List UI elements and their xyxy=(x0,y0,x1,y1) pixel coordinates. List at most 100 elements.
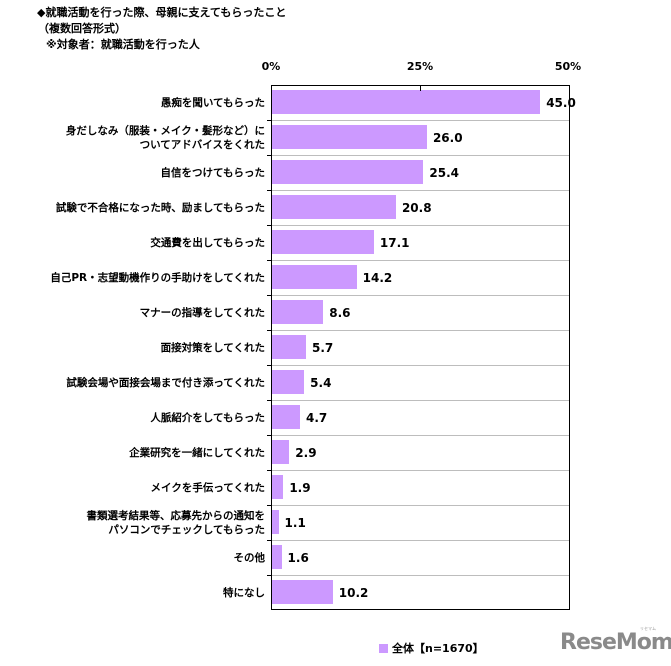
category-label: メイクを手伝ってくれた xyxy=(151,470,265,505)
category-label-line-1: 人脈紹介をしてもらった xyxy=(150,411,265,424)
legend: 全体【n=1670】 xyxy=(379,640,484,656)
bar-row: 企業研究を一緒にしてくれた 2.9 xyxy=(0,435,671,470)
category-label-line-1: メイクを手伝ってくれた xyxy=(150,481,265,494)
category-label: 愚痴を聞いてもらった xyxy=(161,85,265,120)
value-label: 10.2 xyxy=(338,585,369,600)
y-tick xyxy=(267,400,271,401)
value-label: 1.9 xyxy=(289,480,311,495)
bar-row: 自信をつけてもらった 25.4 xyxy=(0,155,671,190)
category-label: 面接対策をしてくれた xyxy=(161,330,265,365)
bar-row: 試験会場や面接会場まで付き添ってくれた 5.4 xyxy=(0,365,671,400)
bar xyxy=(272,230,374,254)
category-label: 書類選考結果等、応募先からの通知を パソコンでチェックしてもらった xyxy=(87,505,266,540)
category-label-text: マナーの指導をしてくれた xyxy=(140,306,265,320)
y-tick xyxy=(267,540,271,541)
category-label-text: その他 xyxy=(234,551,266,565)
gridline xyxy=(272,365,569,366)
category-label-text: 企業研究を一緒にしてくれた xyxy=(129,446,265,460)
category-label: その他 xyxy=(234,540,266,575)
x-tick-25 xyxy=(420,85,421,91)
x-tick-label-25: 25% xyxy=(406,60,434,73)
category-label-line-1: 愚痴を聞いてもらった xyxy=(160,96,265,109)
category-label: 試験会場や面接会場まで付き添ってくれた xyxy=(66,365,265,400)
y-tick xyxy=(267,505,271,506)
category-label-text: 人脈紹介をしてもらった xyxy=(150,411,265,425)
bar-row: 面接対策をしてくれた 5.7 xyxy=(0,330,671,365)
value-label: 26.0 xyxy=(432,130,463,145)
gridline xyxy=(272,295,569,296)
y-tick xyxy=(267,330,271,331)
y-tick xyxy=(267,190,271,191)
bar-row: メイクを手伝ってくれた 1.9 xyxy=(0,470,671,505)
value-label: 1.1 xyxy=(284,515,306,530)
category-label: 交通費を出してもらった xyxy=(150,225,265,260)
bar-row: マナーの指導をしてくれた 8.6 xyxy=(0,295,671,330)
gridline xyxy=(272,540,569,541)
gridline xyxy=(272,155,569,156)
category-label-line-1: 企業研究を一緒にしてくれた xyxy=(129,446,265,459)
category-label-text: 自信をつけてもらった xyxy=(161,166,265,180)
category-label-text: 面接対策をしてくれた xyxy=(161,341,265,355)
value-label: 20.8 xyxy=(401,200,432,215)
category-label: 特になし xyxy=(223,575,265,610)
category-label-line-2: ついてアドバイスをくれた xyxy=(139,138,265,151)
resemom-logo-kana: リセマム xyxy=(640,626,656,631)
category-label-line-1: 特になし xyxy=(223,586,265,599)
bar xyxy=(272,300,324,324)
category-label-line-1: 試験会場や面接会場まで付き添ってくれた xyxy=(66,376,265,389)
legend-swatch xyxy=(379,643,388,653)
bar xyxy=(272,440,290,464)
y-tick xyxy=(267,120,271,121)
title-line-2: （複数回答形式） xyxy=(38,22,126,35)
bar-row: 書類選考結果等、応募先からの通知を パソコンでチェックしてもらった 1.1 xyxy=(0,505,671,540)
category-label: 自信をつけてもらった xyxy=(161,155,265,190)
title-line-3: ※対象者：就職活動を行った人 xyxy=(46,38,200,51)
gridline xyxy=(272,260,569,261)
category-label-line-1: 試験で不合格になった時、励ましてもらった xyxy=(55,201,265,214)
category-label: 身だしなみ（服装・メイク・髪形など）に ついてアドバイスをくれた xyxy=(66,120,265,155)
category-label-line-1: 自己PR・志望動機作りの手助けをしてくれた xyxy=(50,271,265,284)
category-label-line-1: 自信をつけてもらった xyxy=(160,166,265,179)
gridline xyxy=(272,400,569,401)
category-label-text: 書類選考結果等、応募先からの通知を パソコンでチェックしてもらった xyxy=(87,509,266,537)
category-label-text: 身だしなみ（服装・メイク・髪形など）に ついてアドバイスをくれた xyxy=(66,124,265,152)
value-label: 14.2 xyxy=(362,270,393,285)
y-tick xyxy=(267,295,271,296)
category-label-line-1: マナーの指導をしてくれた xyxy=(139,306,265,319)
bar-row: 身だしなみ（服装・メイク・髪形など）に ついてアドバイスをくれた 26.0 xyxy=(0,120,671,155)
bar xyxy=(272,370,305,394)
category-label-line-2: パソコンでチェックしてもらった xyxy=(108,523,265,536)
bar-row: 自己PR・志望動機作りの手助けをしてくれた 14.2 xyxy=(0,260,671,295)
gridline xyxy=(272,575,569,576)
y-tick xyxy=(267,470,271,471)
gridline xyxy=(272,435,569,436)
value-label: 45.0 xyxy=(546,95,576,110)
title-line-1: ◆就職活動を行った際、母親に支えてもらったこと xyxy=(37,6,287,19)
bar xyxy=(272,475,284,499)
bar xyxy=(272,160,424,184)
value-label: 5.4 xyxy=(310,375,332,390)
bar xyxy=(272,335,306,359)
bar-row: 特になし 10.2 xyxy=(0,575,671,610)
category-label: 人脈紹介をしてもらった xyxy=(150,400,265,435)
y-tick xyxy=(267,155,271,156)
category-label-line-1: 面接対策をしてくれた xyxy=(160,341,265,354)
plot-frame xyxy=(271,85,570,610)
bar xyxy=(272,545,282,569)
category-label-line-1: 交通費を出してもらった xyxy=(150,236,265,249)
legend-label: 全体【n=1670】 xyxy=(392,642,484,655)
x-tick-label-0: 0% xyxy=(261,60,281,73)
bar xyxy=(272,195,396,219)
category-label: 企業研究を一緒にしてくれた xyxy=(129,435,265,470)
resemom-logo: ReseMom xyxy=(560,630,671,655)
bar xyxy=(272,405,300,429)
y-tick xyxy=(267,225,271,226)
value-label: 4.7 xyxy=(306,410,328,425)
category-label-text: メイクを手伝ってくれた xyxy=(151,481,265,495)
category-label-text: 試験会場や面接会場まで付き添ってくれた xyxy=(66,376,265,390)
value-label: 8.6 xyxy=(329,305,351,320)
bar xyxy=(272,510,279,534)
bar-row: 愚痴を聞いてもらった 45.0 xyxy=(0,85,671,120)
value-label: 17.1 xyxy=(379,235,410,250)
category-label-text: 自己PR・志望動機作りの手助けをしてくれた xyxy=(50,271,265,285)
